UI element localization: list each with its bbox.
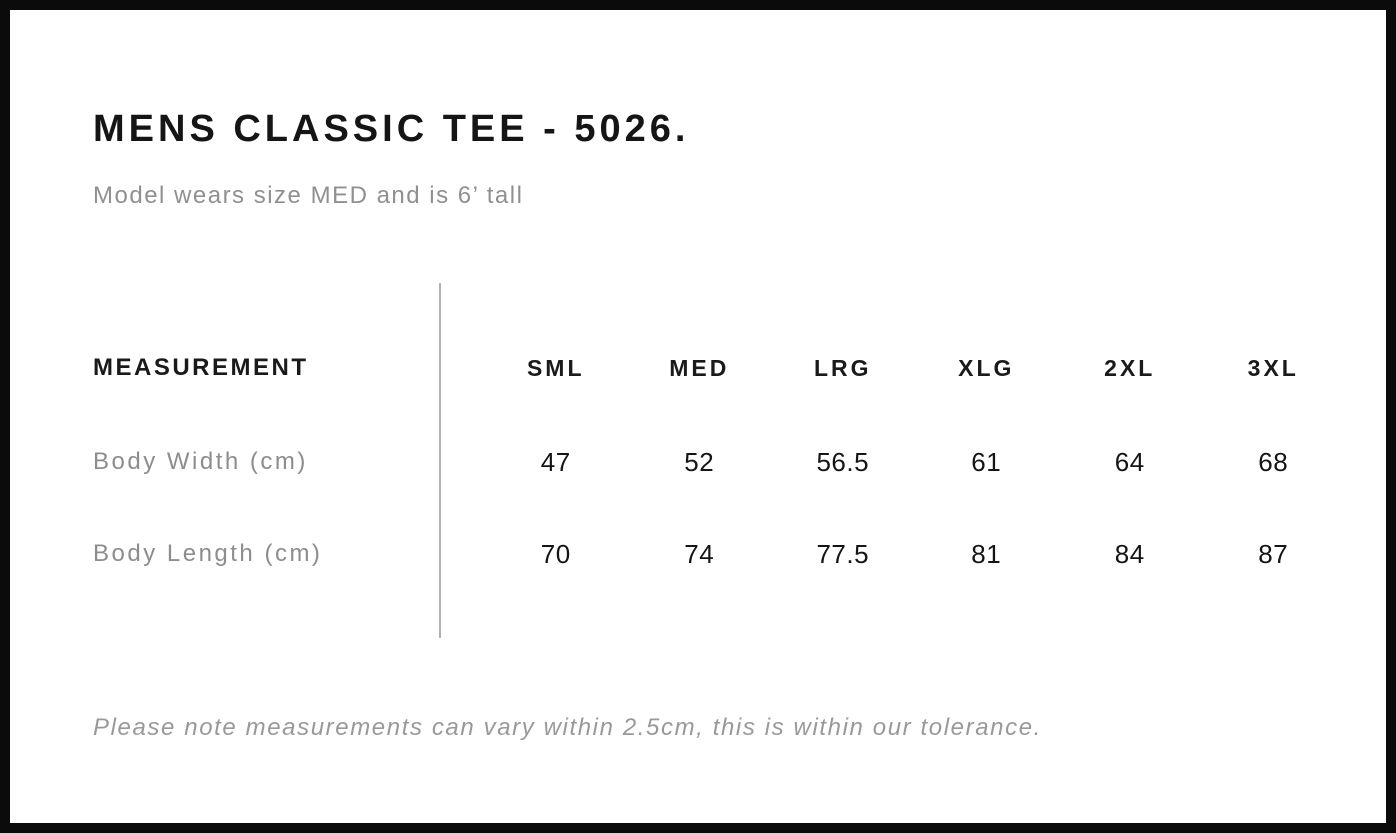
size-header-3xl: 3XL [1247,354,1299,381]
table-row-body-length: Body Length (cm) 70 74 77.5 81 84 87 [93,508,1345,600]
size-header-lrg: LRG [813,354,872,381]
body-width-sml: 47 [540,446,571,477]
size-chart-header-row: MEASUREMENT SML MED LRG XLG 2XL 3XL [93,320,1345,416]
measurement-column-header: MEASUREMENT [93,354,309,381]
size-header-med: MED [669,354,730,381]
body-length-med: 74 [684,538,715,569]
tolerance-note: Please note measurements can vary within… [93,714,1042,741]
body-width-3xl: 68 [1258,446,1289,477]
body-length-xlg: 81 [971,538,1002,569]
page-title: MENS CLASSIC TEE - 5026. [93,108,690,150]
row-label-body-length: Body Length (cm) [93,540,323,567]
body-length-2xl: 84 [1114,538,1145,569]
body-width-2xl: 64 [1114,446,1145,477]
size-header-xlg: XLG [958,354,1015,381]
size-header-2xl: 2XL [1104,354,1156,381]
table-row-body-width: Body Width (cm) 47 52 56.5 61 64 68 [93,416,1345,508]
body-length-lrg: 77.5 [816,538,870,569]
vertical-divider [439,283,441,638]
model-size-info: Model wears size MED and is 6’ tall [93,182,524,209]
body-width-lrg: 56.5 [816,446,870,477]
body-length-sml: 70 [540,538,571,569]
body-length-3xl: 87 [1258,538,1289,569]
body-width-med: 52 [684,446,715,477]
row-label-body-width: Body Width (cm) [93,448,308,475]
size-header-sml: SML [526,354,585,381]
body-width-xlg: 61 [971,446,1002,477]
size-chart-table: MEASUREMENT SML MED LRG XLG 2XL 3XL Body… [93,320,1345,600]
